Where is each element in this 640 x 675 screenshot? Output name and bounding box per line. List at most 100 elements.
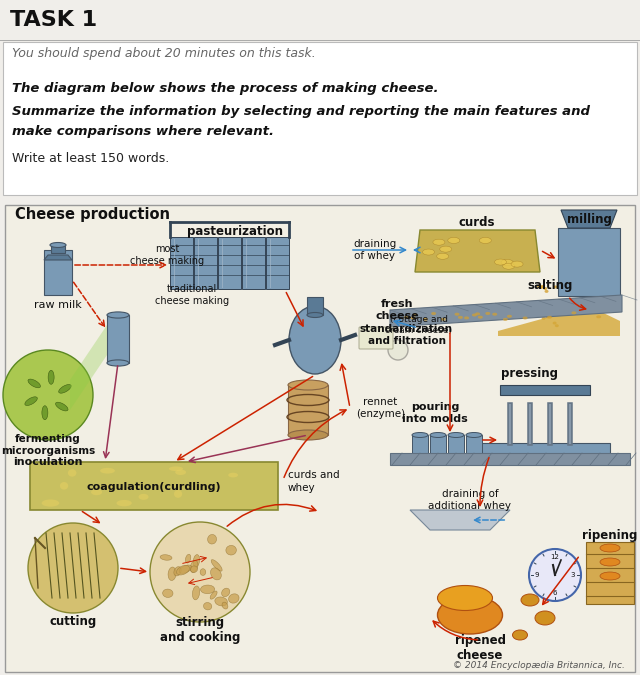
Ellipse shape bbox=[545, 290, 548, 293]
Ellipse shape bbox=[210, 591, 217, 599]
Ellipse shape bbox=[174, 566, 181, 576]
Ellipse shape bbox=[101, 485, 113, 489]
Text: © 2014 Encyclopædia Britannica, Inc.: © 2014 Encyclopædia Britannica, Inc. bbox=[453, 661, 625, 670]
Text: You should spend about 20 minutes on this task.: You should spend about 20 minutes on thi… bbox=[12, 47, 316, 60]
Ellipse shape bbox=[169, 466, 183, 471]
Ellipse shape bbox=[163, 589, 173, 597]
Ellipse shape bbox=[541, 285, 545, 288]
Polygon shape bbox=[44, 255, 72, 260]
Polygon shape bbox=[415, 230, 540, 272]
Ellipse shape bbox=[596, 315, 601, 319]
Text: stirring
and cooking: stirring and cooking bbox=[160, 616, 240, 644]
Ellipse shape bbox=[288, 430, 328, 440]
Ellipse shape bbox=[168, 567, 176, 580]
FancyBboxPatch shape bbox=[307, 297, 323, 315]
Text: pasteurization: pasteurization bbox=[187, 225, 283, 238]
Ellipse shape bbox=[179, 565, 192, 573]
Ellipse shape bbox=[25, 397, 37, 406]
Ellipse shape bbox=[543, 308, 547, 311]
Text: cutting: cutting bbox=[49, 616, 97, 628]
Text: fermenting
microorganisms: fermenting microorganisms bbox=[1, 434, 95, 456]
Ellipse shape bbox=[547, 313, 550, 315]
Ellipse shape bbox=[200, 585, 214, 593]
Ellipse shape bbox=[501, 259, 513, 265]
Text: raw milk: raw milk bbox=[34, 300, 82, 310]
Ellipse shape bbox=[545, 315, 549, 319]
FancyBboxPatch shape bbox=[500, 385, 590, 395]
Ellipse shape bbox=[307, 313, 323, 317]
Polygon shape bbox=[70, 325, 107, 410]
Ellipse shape bbox=[448, 238, 460, 244]
Ellipse shape bbox=[440, 246, 452, 252]
Ellipse shape bbox=[226, 545, 236, 555]
Ellipse shape bbox=[42, 500, 60, 507]
Ellipse shape bbox=[552, 321, 557, 325]
Text: ripening: ripening bbox=[582, 529, 637, 541]
Text: coagulation(curdling): coagulation(curdling) bbox=[86, 482, 221, 492]
Ellipse shape bbox=[288, 380, 328, 390]
FancyBboxPatch shape bbox=[194, 237, 217, 289]
Ellipse shape bbox=[207, 535, 216, 544]
Ellipse shape bbox=[211, 568, 221, 580]
Ellipse shape bbox=[572, 311, 577, 315]
Ellipse shape bbox=[200, 569, 205, 576]
Ellipse shape bbox=[554, 309, 557, 312]
Ellipse shape bbox=[438, 596, 502, 634]
Ellipse shape bbox=[175, 470, 186, 475]
Ellipse shape bbox=[521, 594, 539, 606]
Ellipse shape bbox=[458, 316, 463, 319]
Text: draining
of whey: draining of whey bbox=[353, 239, 397, 261]
Ellipse shape bbox=[535, 611, 555, 625]
Polygon shape bbox=[390, 295, 622, 327]
Ellipse shape bbox=[600, 558, 620, 566]
Text: pressing: pressing bbox=[502, 367, 559, 381]
Ellipse shape bbox=[422, 249, 435, 255]
Ellipse shape bbox=[472, 313, 477, 317]
Text: ripened
cheese: ripened cheese bbox=[454, 634, 506, 662]
Ellipse shape bbox=[495, 259, 506, 265]
Ellipse shape bbox=[466, 433, 482, 437]
Ellipse shape bbox=[42, 406, 48, 420]
Text: salting: salting bbox=[527, 279, 573, 292]
Polygon shape bbox=[498, 306, 620, 336]
Ellipse shape bbox=[430, 433, 446, 437]
Ellipse shape bbox=[433, 239, 445, 245]
Ellipse shape bbox=[116, 500, 132, 506]
Text: draining of
additional whey: draining of additional whey bbox=[429, 489, 511, 511]
Text: The diagram below shows the process of making cheese.: The diagram below shows the process of m… bbox=[12, 82, 438, 95]
Ellipse shape bbox=[186, 554, 191, 563]
FancyBboxPatch shape bbox=[390, 453, 630, 465]
FancyBboxPatch shape bbox=[430, 435, 446, 455]
Ellipse shape bbox=[193, 555, 200, 567]
Ellipse shape bbox=[436, 253, 449, 259]
Ellipse shape bbox=[448, 433, 464, 437]
Ellipse shape bbox=[50, 242, 66, 248]
Circle shape bbox=[529, 549, 581, 601]
Ellipse shape bbox=[600, 572, 620, 580]
Polygon shape bbox=[561, 210, 617, 228]
Ellipse shape bbox=[441, 318, 446, 321]
Text: fresh
cheese: fresh cheese bbox=[375, 299, 419, 321]
Ellipse shape bbox=[513, 630, 527, 640]
Text: Summarize the information by selecting and reporting the main features and: Summarize the information by selecting a… bbox=[12, 105, 590, 118]
Circle shape bbox=[28, 523, 118, 613]
Text: pouring
into molds: pouring into molds bbox=[402, 402, 468, 424]
FancyBboxPatch shape bbox=[412, 435, 428, 455]
Ellipse shape bbox=[431, 312, 436, 315]
Ellipse shape bbox=[478, 316, 483, 319]
Text: (cottage and
cream cheese): (cottage and cream cheese) bbox=[385, 315, 452, 335]
Ellipse shape bbox=[138, 494, 148, 500]
FancyBboxPatch shape bbox=[288, 385, 328, 435]
Ellipse shape bbox=[507, 315, 512, 318]
Ellipse shape bbox=[107, 360, 129, 366]
Ellipse shape bbox=[523, 317, 527, 319]
Ellipse shape bbox=[552, 306, 556, 310]
Ellipse shape bbox=[228, 594, 239, 603]
Ellipse shape bbox=[555, 324, 559, 327]
Ellipse shape bbox=[539, 286, 543, 288]
Ellipse shape bbox=[423, 318, 428, 321]
FancyBboxPatch shape bbox=[170, 237, 193, 289]
Ellipse shape bbox=[228, 472, 238, 477]
Text: rennet
(enzyme): rennet (enzyme) bbox=[356, 397, 405, 418]
FancyBboxPatch shape bbox=[558, 228, 620, 296]
